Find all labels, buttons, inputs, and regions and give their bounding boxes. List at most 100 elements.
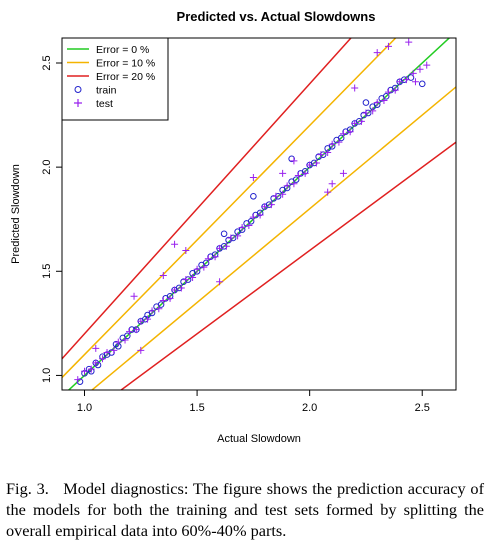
point-test — [416, 65, 424, 73]
point-test — [126, 328, 134, 336]
point-test — [290, 157, 298, 165]
point-test — [103, 349, 111, 357]
point-test — [81, 367, 89, 375]
point-test — [396, 78, 404, 86]
x-tick-label: 2.5 — [415, 402, 430, 414]
point-test — [74, 376, 82, 384]
axes: 1.0 1.5 2.0 2.5 1.0 1.5 2.0 2.5 — [41, 55, 430, 414]
point-test — [317, 151, 325, 159]
point-train — [418, 80, 426, 88]
point-test — [373, 99, 381, 107]
point-test — [249, 213, 257, 221]
point-test — [423, 61, 431, 69]
point-test — [171, 240, 179, 248]
x-tick-label: 2.0 — [302, 402, 317, 414]
reference-line-2-0 — [62, 38, 352, 360]
point-train — [202, 259, 210, 267]
point-test — [216, 244, 224, 252]
legend-label: train — [96, 85, 117, 97]
point-test — [204, 255, 212, 263]
legend-label: test — [96, 98, 113, 110]
point-test — [92, 344, 100, 352]
point-test — [290, 180, 298, 188]
point-test — [171, 286, 179, 294]
legend-circle-swatch — [74, 86, 82, 93]
point-test — [324, 149, 332, 157]
point-test — [324, 188, 332, 196]
point-train — [337, 134, 345, 142]
y-axis-label: Predicted Slowdown — [10, 164, 22, 264]
point-test — [144, 315, 152, 323]
point-test — [200, 263, 208, 271]
point-train — [250, 192, 257, 200]
x-tick-label: 1.5 — [189, 402, 204, 414]
point-test — [351, 84, 359, 92]
point-test — [222, 242, 230, 250]
y-tick-label: 1.0 — [41, 368, 53, 383]
y-tick-label: 2.5 — [41, 55, 53, 70]
plot-frame — [61, 37, 457, 391]
point-test — [328, 180, 336, 188]
legend-box — [61, 37, 169, 121]
legend: Error = 0 % Error = 10 %Error = 20 % train… — [61, 37, 169, 121]
point-test — [380, 96, 388, 104]
figure-caption: Fig. 3. Model diagnostics: The figure sh… — [6, 478, 484, 541]
point-test — [267, 201, 275, 209]
point-test — [362, 109, 370, 117]
x-tick-label: 1.0 — [77, 402, 92, 414]
point-test — [409, 69, 417, 77]
point-test — [373, 49, 381, 57]
point-test — [249, 174, 257, 182]
scatter-chart: Predicted vs. Actual Slowdowns 1.0 1.5 2.0… — [10, 9, 457, 445]
point-test — [148, 307, 156, 315]
point-train — [94, 361, 102, 369]
point-test — [405, 38, 413, 46]
point-train — [247, 217, 255, 225]
point-test — [339, 130, 347, 138]
reference-line-2-1 — [119, 141, 456, 390]
point-test — [357, 117, 365, 125]
caption-label: Fig. 3. — [6, 479, 49, 498]
point-test — [245, 221, 253, 229]
point-test — [189, 274, 197, 282]
caption-text: Model diagnostics: The figure shows the … — [6, 479, 484, 540]
legend-label: Error = 20 % — [96, 71, 155, 83]
point-test — [384, 42, 392, 50]
point-test — [261, 203, 269, 211]
point-test — [279, 169, 287, 177]
point-test — [339, 169, 347, 177]
point-test — [283, 182, 291, 190]
point-test — [391, 86, 399, 94]
point-test — [216, 278, 224, 286]
reference-line-1-0 — [62, 38, 397, 379]
point-test — [272, 192, 280, 200]
point-test — [137, 317, 145, 325]
point-test — [132, 326, 140, 334]
point-train — [220, 230, 228, 238]
x-axis-label: Actual Slowdown — [217, 433, 301, 445]
point-test — [121, 336, 129, 344]
point-test — [114, 338, 122, 346]
point-test — [384, 88, 392, 96]
point-train — [292, 176, 300, 183]
point-test — [137, 346, 145, 354]
point-test — [294, 171, 302, 179]
point-test — [227, 234, 235, 242]
point-test — [328, 140, 336, 148]
point-test — [182, 276, 190, 284]
point-test — [369, 107, 377, 115]
point-test — [211, 253, 219, 261]
point-test — [301, 169, 309, 177]
y-tick-label: 1.5 — [41, 264, 53, 279]
point-test — [351, 119, 359, 127]
point-test — [155, 305, 163, 313]
point-test — [166, 294, 174, 302]
point-test — [312, 159, 320, 167]
point-train — [382, 93, 390, 100]
point-test — [256, 211, 264, 219]
point-test — [234, 232, 242, 240]
legend-label: Error = 10 % — [96, 58, 155, 70]
y-tick-label: 2.0 — [41, 159, 53, 174]
point-test — [193, 265, 201, 273]
point-test — [110, 346, 118, 354]
